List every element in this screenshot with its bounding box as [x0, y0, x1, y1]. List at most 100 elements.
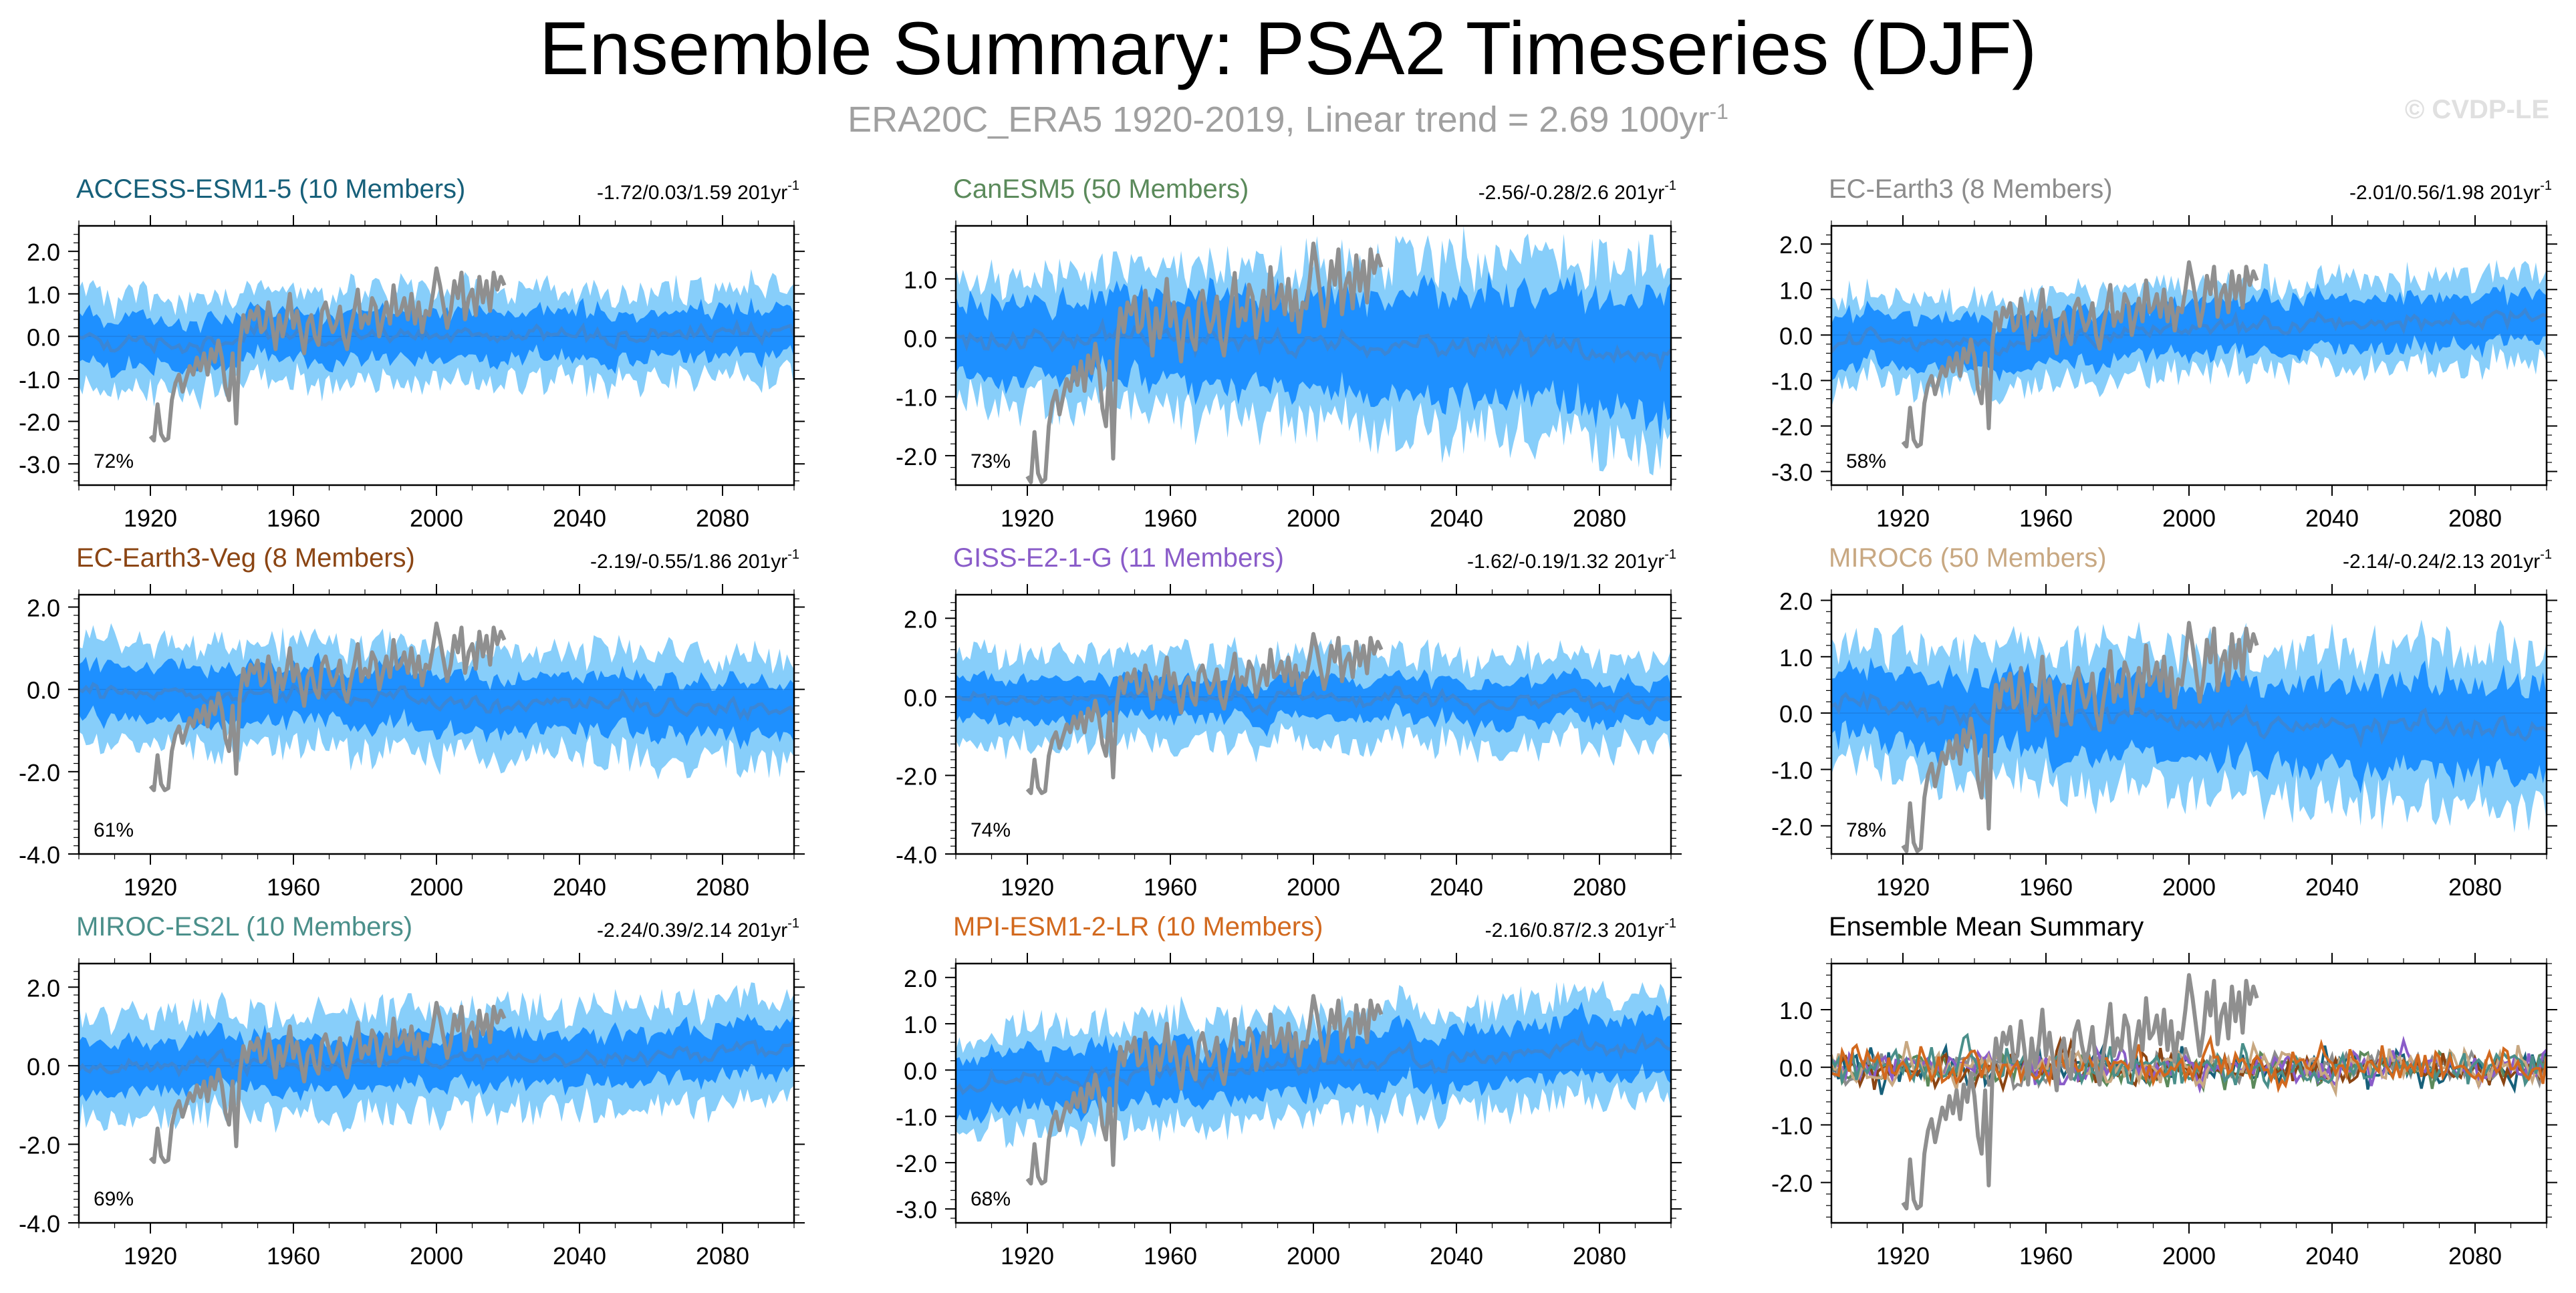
trend-label-superscript: -1: [1664, 547, 1676, 562]
percent-label: 74%: [971, 819, 1011, 841]
y-tick-label: 0.0: [1779, 322, 1813, 349]
y-tick-label: -1.0: [1771, 1112, 1813, 1139]
x-tick-label: 1920: [1001, 1242, 1054, 1270]
x-tick-label: 2000: [2162, 505, 2216, 532]
panel-ec-earth3: -3.0 -2.0 -1.0 0.0 1.0 2.0 1920 1960 2000 2040 208…: [1771, 174, 2557, 532]
x-tick-label: 1920: [124, 505, 177, 532]
x-tick-label: 2000: [410, 505, 463, 532]
y-tick-label: 0.0: [27, 677, 60, 704]
plot-frame: [1830, 962, 2548, 1224]
y-tick-label: -4.0: [19, 841, 60, 869]
trend-label-superscript: -1: [787, 916, 799, 931]
x-tick-label: 2000: [1287, 873, 1340, 901]
panel-title: EC-Earth3 (8 Members): [1829, 174, 2113, 204]
x-tick-label: 1920: [1876, 873, 1930, 901]
trend-label-text: -2.01/0.56/1.98 201yr: [2349, 182, 2540, 204]
x-tick-label: 2080: [696, 1242, 749, 1270]
ensemble-mean-line: [956, 685, 1671, 716]
x-tick-label: 2040: [1430, 1242, 1483, 1270]
y-tick-label: 1.0: [27, 281, 60, 309]
trend-label: -2.24/0.39/2.14 201yr-1: [597, 916, 799, 942]
x-tick-label: 2080: [696, 873, 749, 901]
trend-label: -2.56/-0.28/2.6 201yr-1: [1478, 178, 1676, 204]
y-tick-label: 1.0: [1779, 997, 1813, 1024]
trend-label: -1.62/-0.19/1.32 201yr-1: [1467, 547, 1676, 573]
x-tick-label: 2080: [2448, 1242, 2502, 1270]
panel-title: Ensemble Mean Summary: [1829, 912, 2144, 942]
observations-line: [1901, 621, 2259, 853]
y-tick-label: 2.0: [27, 594, 60, 621]
x-tick-label: 1960: [1144, 873, 1197, 901]
x-tick-label: 1920: [1876, 1242, 1930, 1270]
x-tick-label: 1920: [1001, 505, 1054, 532]
x-tick-label: 2040: [1430, 873, 1483, 901]
y-tick-label: -1.0: [1771, 756, 1813, 784]
x-tick-label: 2080: [696, 505, 749, 532]
x-tick-label: 1920: [124, 1242, 177, 1270]
figure-title: Ensemble Summary: PSA2 Timeseries (DJF): [539, 7, 2037, 90]
member-iqr-band: [79, 652, 794, 750]
x-tick-label: 2000: [1287, 505, 1340, 532]
percent-label: 72%: [94, 450, 134, 472]
trend-label-text: -2.24/0.39/2.14 201yr: [597, 919, 787, 942]
observations-line: [1901, 260, 2259, 449]
plot-area: [1831, 619, 2547, 853]
x-tick-label: 1960: [267, 873, 320, 901]
x-tick-label: 2000: [2162, 1242, 2216, 1270]
y-tick-label: 2.0: [904, 605, 937, 633]
y-tick-label: -1.0: [896, 1104, 937, 1131]
y-tick-label: -2.0: [1771, 1170, 1813, 1197]
trend-label-text: -2.16/0.87/2.3 201yr: [1485, 919, 1665, 942]
trend-label-text: -1.62/-0.19/1.32 201yr: [1467, 551, 1664, 573]
panel-ec-earth3-veg: -4.0 -2.0 0.0 2.0 1920 1960 2000 2040 2080 EC-Ear…: [19, 543, 805, 901]
y-tick-label: -4.0: [19, 1210, 60, 1238]
observations-line: [1025, 994, 1384, 1186]
x-tick-label: 1960: [1144, 505, 1197, 532]
observations-line: [1025, 241, 1384, 484]
member-iqr-band: [956, 667, 1671, 738]
ensemble-mean-line: [1831, 307, 2547, 357]
panel-title: MPI-ESM1-2-LR (10 Members): [953, 912, 1323, 942]
ensemble-mean-line: [956, 1030, 1671, 1096]
panel-title: EC-Earth3-Veg (8 Members): [76, 543, 415, 573]
x-tick-label: 2040: [2305, 505, 2359, 532]
trend-label: -2.16/0.87/2.3 201yr-1: [1485, 916, 1676, 942]
y-tick-label: 0.0: [904, 684, 937, 712]
y-tick-label: -2.0: [896, 1150, 937, 1177]
y-tick-label: -2.0: [19, 1131, 60, 1159]
y-tick-label: 0.0: [904, 325, 937, 353]
x-tick-label: 2080: [1573, 505, 1626, 532]
observations-line: [1025, 631, 1384, 795]
ensemble-mean-line: [79, 319, 794, 356]
panel-title: GISS-E2-1-G (11 Members): [953, 543, 1284, 573]
y-tick-label: -2.0: [1771, 414, 1813, 441]
y-tick-label: -1.0: [1771, 368, 1813, 395]
y-tick-label: -2.0: [1771, 813, 1813, 841]
y-tick-label: -3.0: [896, 1196, 937, 1224]
panel-title: ACCESS-ESM1-5 (10 Members): [76, 174, 465, 204]
panel-giss-e2-1-g: -4.0 -2.0 0.0 2.0 1920 1960 2000 2040 2080 GISS-E…: [896, 543, 1682, 901]
x-tick-label: 1960: [1144, 1242, 1197, 1270]
y-tick-label: -2.0: [19, 759, 60, 786]
y-tick-label: 2.0: [27, 239, 60, 266]
trend-label: -2.01/0.56/1.98 201yr-1: [2349, 178, 2552, 204]
plot-area: [1831, 259, 2547, 449]
y-tick-label: 0.0: [27, 1053, 60, 1081]
observations-line: [148, 621, 507, 793]
member-iqr-band: [956, 1001, 1671, 1124]
percent-label: 61%: [94, 819, 134, 841]
y-tick-label: 2.0: [1779, 231, 1813, 259]
panel-summary: -2.0 -1.0 0.0 1.0 1920 1960 2000 2040 2080 Ensemb…: [1771, 912, 2557, 1270]
observations-line: [148, 1000, 507, 1164]
trend-label-superscript: -1: [787, 547, 799, 562]
trend-label-superscript: -1: [1664, 916, 1676, 931]
y-tick-label: -2.0: [896, 762, 937, 790]
observations-line: [148, 266, 507, 443]
y-tick-label: 2.0: [1779, 587, 1813, 615]
plot-area: [79, 266, 794, 443]
trend-label-text: -2.56/-0.28/2.6 201yr: [1478, 182, 1665, 204]
trend-label-superscript: -1: [787, 178, 799, 193]
trend-label: -1.72/0.03/1.59 201yr-1: [597, 178, 799, 204]
observations-line: [1901, 973, 2259, 1211]
y-tick-label: 1.0: [1779, 277, 1813, 304]
